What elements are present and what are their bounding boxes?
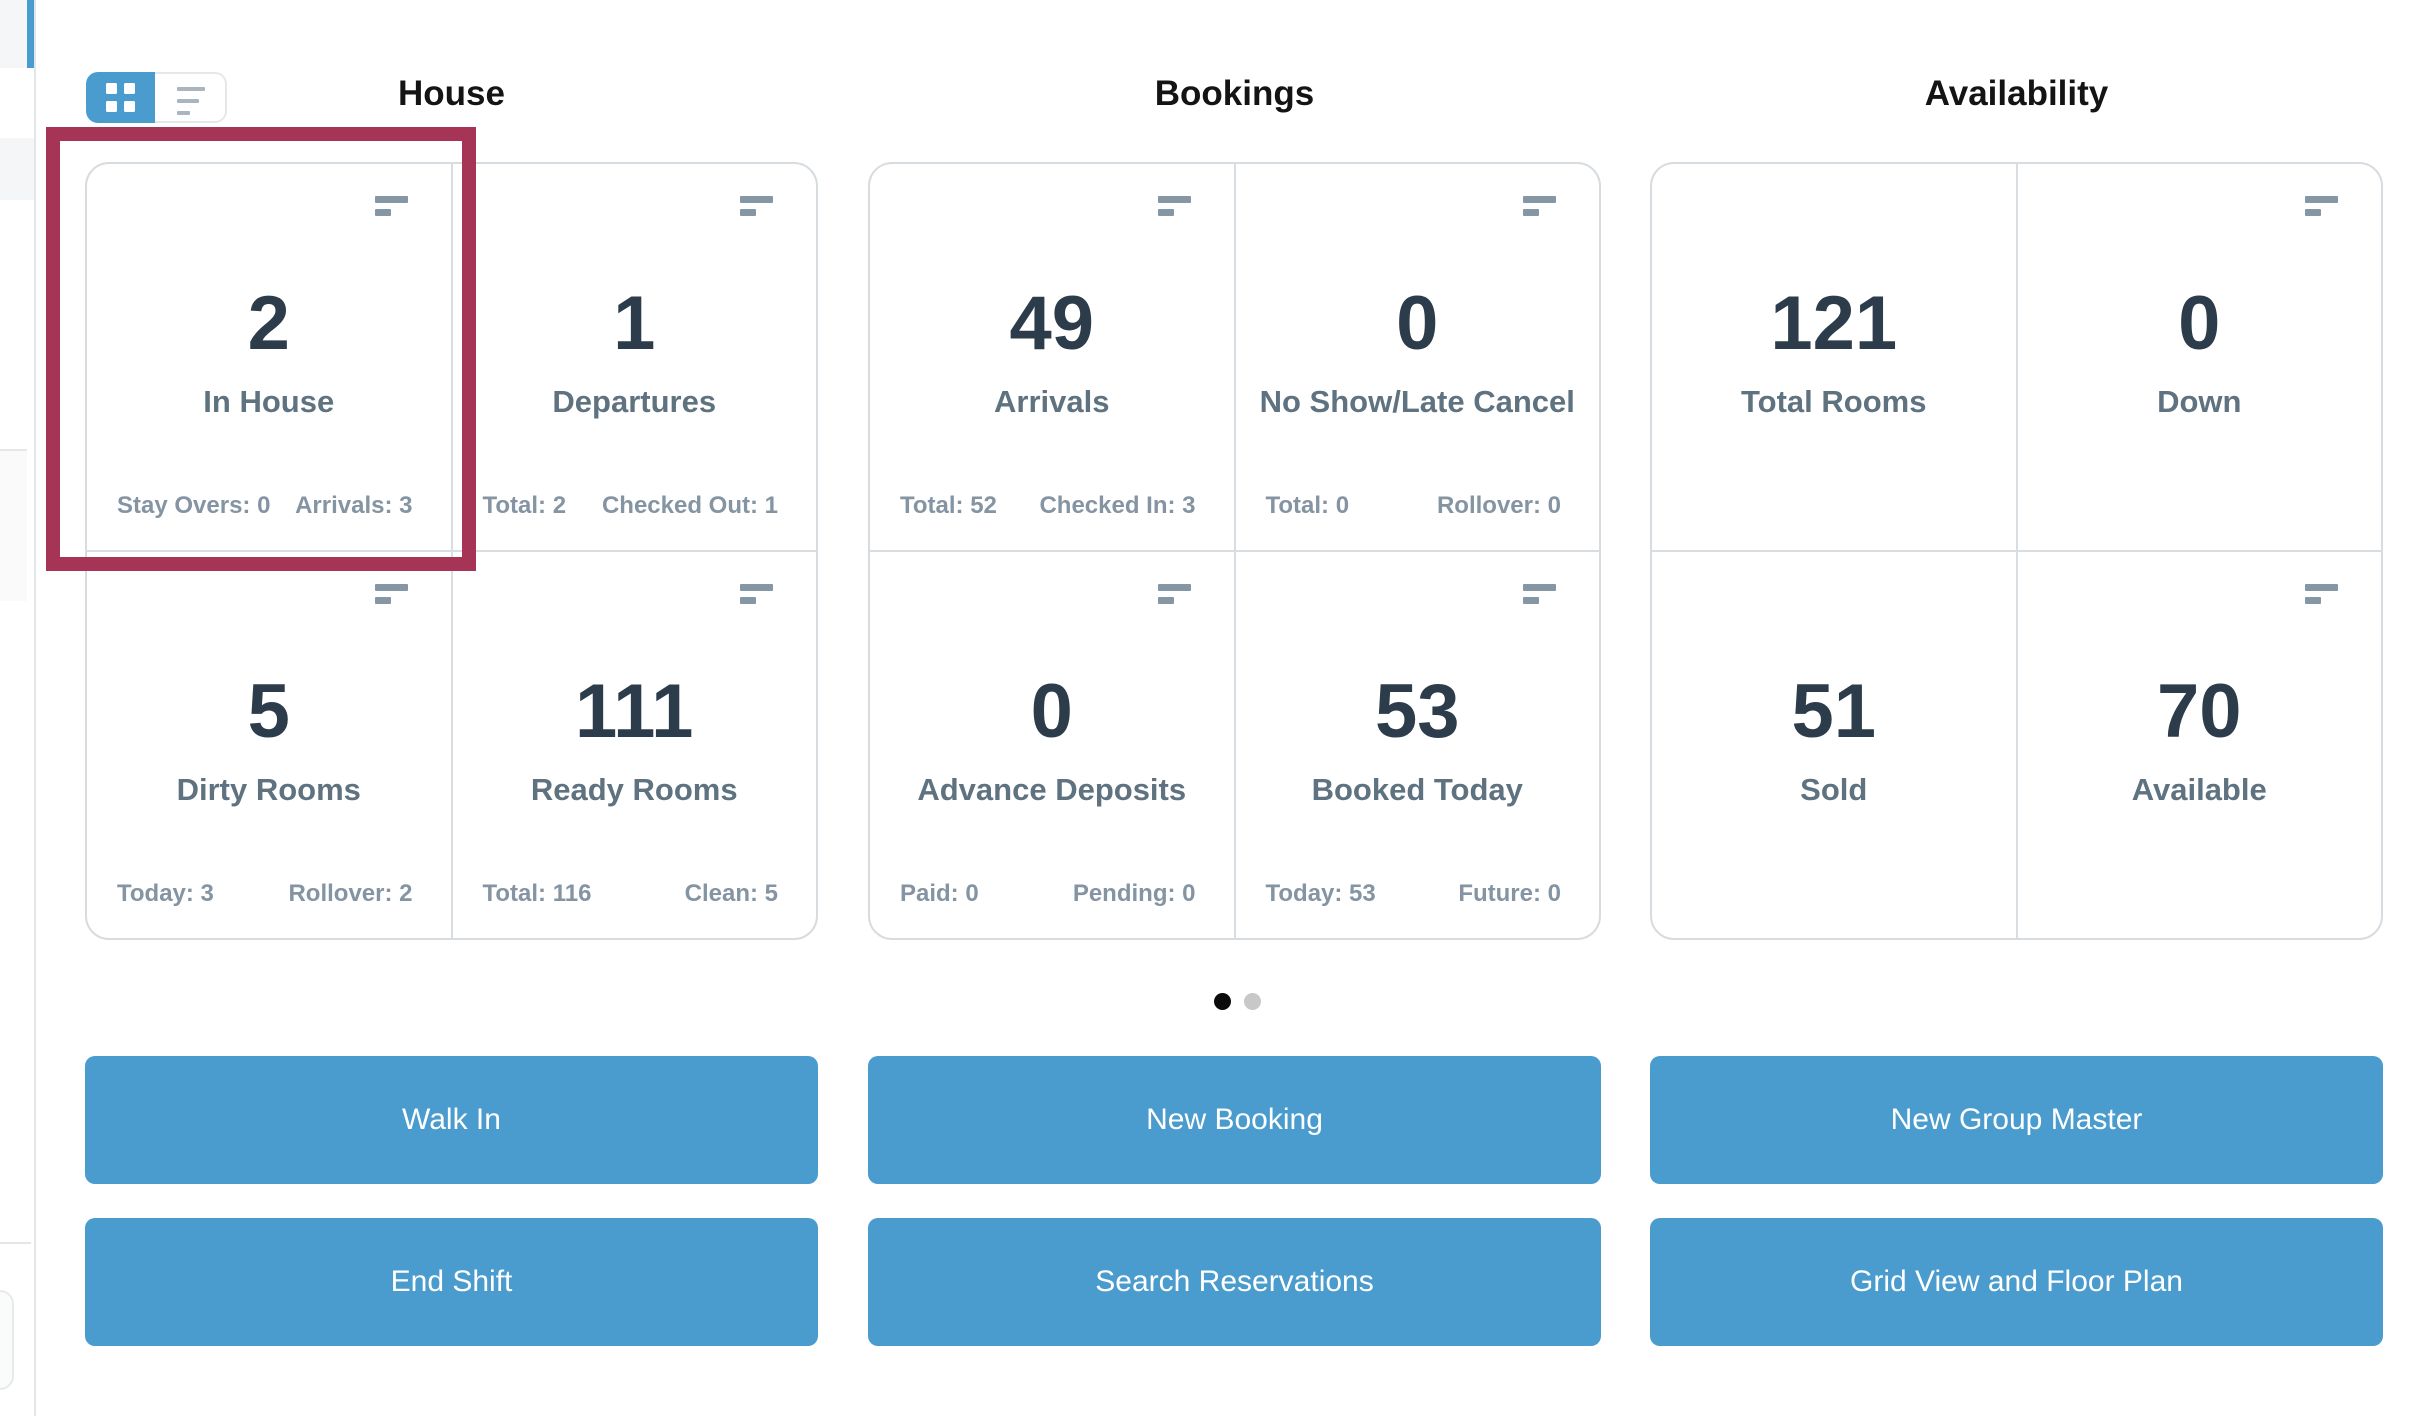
card-menu-icon[interactable]: [740, 196, 773, 216]
grid-view-floor-plan-button[interactable]: Grid View and Floor Plan: [1650, 1218, 2383, 1346]
carousel-dot[interactable]: [1244, 993, 1261, 1010]
stat-footnote-left: Total: 2: [482, 492, 567, 519]
card-menu-icon[interactable]: [2305, 584, 2338, 604]
stat-value: 0: [1030, 669, 1073, 754]
stat-label: Available: [2131, 772, 2267, 807]
stat-value: 53: [1374, 669, 1460, 754]
carousel-dot-active[interactable]: [1214, 993, 1231, 1010]
list-view-icon: [177, 87, 207, 117]
carousel-dots: [1214, 993, 1274, 1010]
grid-view-icon: [106, 83, 135, 112]
stat-card-arrivals[interactable]: 49 Arrivals Total: 52 Checked In: 3: [870, 164, 1234, 550]
stat-card-available[interactable]: 70 Available: [2017, 552, 2381, 938]
view-toggle: [86, 72, 227, 123]
stat-value: 5: [247, 669, 290, 754]
section-title-house: House: [398, 74, 505, 113]
card-menu-icon[interactable]: [1157, 196, 1191, 216]
stat-value: 49: [1009, 281, 1095, 366]
stat-footnote-right: Clean: 5: [684, 880, 778, 907]
stat-footnote-left: Stay Overs: 0: [117, 492, 271, 519]
stat-value: 0: [1396, 281, 1439, 366]
sidebar-item-partial: [0, 451, 27, 601]
card-menu-icon[interactable]: [740, 584, 773, 604]
stat-label: Total Rooms: [1741, 384, 1927, 419]
sidebar-divider: [0, 1242, 31, 1244]
stat-card-sold[interactable]: 51 Sold: [1652, 552, 2016, 938]
stat-value: 1: [613, 281, 656, 366]
stat-footnote-right: Checked Out: 1: [601, 492, 778, 519]
stat-footnote-right: Checked In: 3: [1039, 492, 1196, 519]
stat-card-ready-rooms[interactable]: 111 Ready Rooms Total: 116 Clean: 5: [452, 552, 816, 938]
card-menu-icon[interactable]: [1523, 196, 1556, 216]
stat-footnote-left: Total: 52: [900, 492, 997, 519]
stat-value: 70: [2156, 669, 2242, 754]
stat-card-down[interactable]: 0 Down: [2017, 164, 2381, 550]
stat-footnote-left: Total: 0: [1265, 492, 1350, 519]
stat-footnote-right: Pending: 0: [1072, 880, 1196, 907]
stat-card-in-house[interactable]: 2 In House Stay Overs: 0 Arrivals: 3: [87, 164, 451, 550]
stat-label: Arrivals: [994, 384, 1110, 419]
new-booking-button[interactable]: New Booking: [868, 1056, 1601, 1184]
search-reservations-button[interactable]: Search Reservations: [868, 1218, 1601, 1346]
stat-footnote-left: Today: 53: [1265, 880, 1376, 907]
sidebar-active-indicator: [27, 0, 34, 68]
stat-footnote-right: Rollover: 2: [288, 880, 413, 907]
stat-card-dirty-rooms[interactable]: 5 Dirty Rooms Today: 3 Rollover: 2: [87, 552, 451, 938]
sidebar-bottom-button-partial[interactable]: [0, 1290, 14, 1390]
section-title-bookings: Bookings: [1154, 74, 1315, 113]
stat-card-advance-deposits[interactable]: 0 Advance Deposits Paid: 0 Pending: 0: [870, 552, 1234, 938]
stat-value: 121: [1770, 281, 1898, 366]
stat-footnote-right: Arrivals: 3: [295, 492, 413, 519]
stat-footnote-left: Paid: 0: [900, 880, 979, 907]
stat-label: Booked Today: [1311, 772, 1523, 807]
stat-footnote-left: Today: 3: [117, 880, 214, 907]
stat-label: Ready Rooms: [530, 772, 738, 807]
end-shift-button[interactable]: End Shift: [85, 1218, 818, 1346]
card-menu-icon[interactable]: [1523, 584, 1556, 604]
card-menu-icon[interactable]: [374, 584, 408, 604]
list-view-button[interactable]: [155, 72, 227, 123]
availability-panel: 121 Total Rooms 0 Down 51 Sold 70 Availa…: [1650, 162, 2383, 940]
card-menu-icon[interactable]: [2305, 196, 2338, 216]
stat-card-departures[interactable]: 1 Departures Total: 2 Checked Out: 1: [452, 164, 816, 550]
grid-view-button[interactable]: [86, 72, 155, 123]
stat-value: 51: [1791, 669, 1877, 754]
sidebar-item-partial: [0, 138, 34, 200]
sidebar-divider: [0, 449, 27, 451]
section-title-availability: Availability: [1924, 74, 2109, 113]
stat-label: In House: [203, 384, 335, 419]
stat-label: Departures: [552, 384, 717, 419]
stat-label: Dirty Rooms: [176, 772, 361, 807]
stat-card-booked-today[interactable]: 53 Booked Today Today: 53 Future: 0: [1235, 552, 1599, 938]
bookings-panel: 49 Arrivals Total: 52 Checked In: 3 0 No…: [868, 162, 1601, 940]
card-menu-icon[interactable]: [374, 196, 408, 216]
stat-footnote-right: Future: 0: [1458, 880, 1561, 907]
stat-label: Down: [2157, 384, 2242, 419]
stat-label: No Show/Late Cancel: [1259, 384, 1575, 419]
new-group-master-button[interactable]: New Group Master: [1650, 1056, 2383, 1184]
stat-card-no-show-late-cancel[interactable]: 0 No Show/Late Cancel Total: 0 Rollover:…: [1235, 164, 1599, 550]
house-panel: 2 In House Stay Overs: 0 Arrivals: 3 1 D…: [85, 162, 818, 940]
walk-in-button[interactable]: Walk In: [85, 1056, 818, 1184]
stat-label: Advance Deposits: [917, 772, 1187, 807]
stat-value: 111: [575, 669, 694, 754]
sidebar-edge: [0, 0, 36, 1416]
stat-footnote-left: Total: 116: [482, 880, 592, 907]
stat-value: 0: [2178, 281, 2221, 366]
stat-value: 2: [247, 281, 290, 366]
stat-card-total-rooms[interactable]: 121 Total Rooms: [1652, 164, 2016, 550]
stat-footnote-right: Rollover: 0: [1436, 492, 1561, 519]
stat-label: Sold: [1800, 772, 1868, 807]
card-menu-icon[interactable]: [1157, 584, 1191, 604]
